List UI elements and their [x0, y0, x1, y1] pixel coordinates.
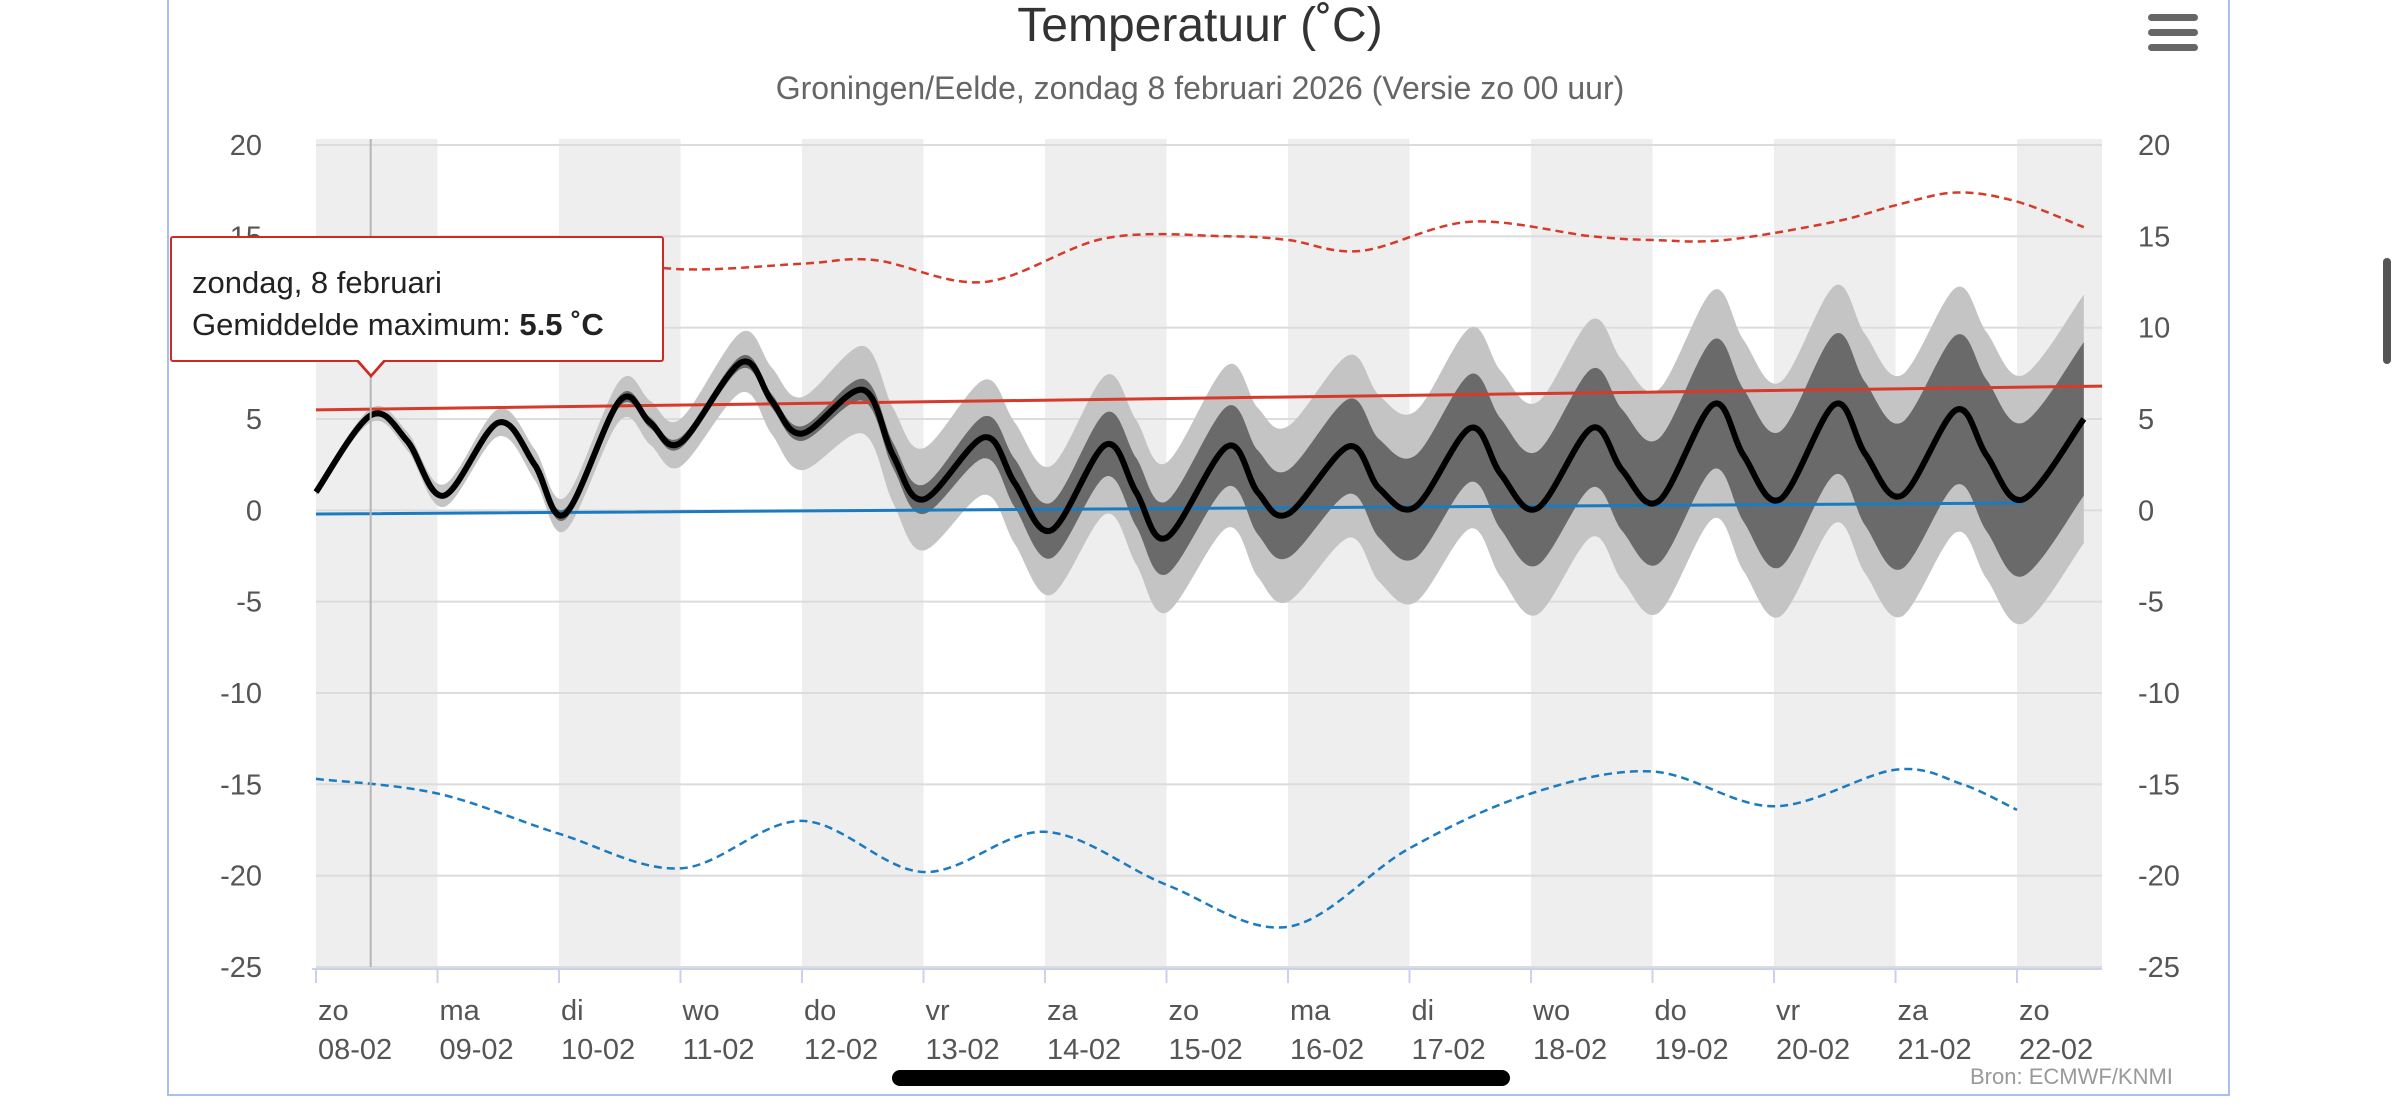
y-tick-label-right: -15 — [2138, 769, 2180, 801]
tooltip-value: 5.5 ˚C — [519, 307, 604, 342]
x-tick-day-label: wo — [682, 995, 720, 1027]
menu-bar — [2148, 29, 2198, 36]
chart-title: Temperatuur (˚C) — [1017, 0, 1383, 52]
series-lines — [313, 139, 2103, 967]
x-tick-date-label: 19-02 — [1655, 1034, 1729, 1066]
tooltip: zondag, 8 februari Gemiddelde maximum: 5… — [170, 236, 664, 362]
extreme-min-line — [315, 767, 2018, 929]
inner-spread-band — [316, 333, 2084, 577]
x-tick-date-label: 22-02 — [2019, 1034, 2093, 1066]
menu-bar — [2148, 44, 2198, 51]
x-tick-day-label: za — [1898, 995, 1930, 1027]
y-tick-label-left: 0 — [246, 495, 262, 527]
y-tick-label-left: -20 — [220, 861, 262, 893]
x-tick-day-label: do — [1655, 995, 1687, 1027]
x-tick-day-label: zo — [318, 995, 349, 1027]
ensemble-mean-line — [313, 358, 2087, 542]
x-tick-date-label: 09-02 — [440, 1034, 514, 1066]
x-tick-day-label: di — [561, 995, 584, 1027]
x-axis: zo 08-02 ma 09-02 di 10-02 wo 11-02 do 12-02 vr 13-… — [312, 968, 2103, 1066]
x-tick-day-label: za — [1047, 995, 1079, 1027]
x-tick-date-label: 14-02 — [1047, 1034, 1121, 1066]
chart-subtitle: Groningen/Eelde, zondag 8 februari 2026 … — [775, 70, 1625, 106]
y-tick-label-right: 0 — [2138, 495, 2154, 527]
x-tick-day-label: di — [1412, 995, 1435, 1027]
y-tick-label-left: 20 — [230, 130, 262, 162]
y-tick-label-right: 20 — [2138, 130, 2170, 162]
x-tick-date-label: 13-02 — [926, 1034, 1000, 1066]
x-tick-day-label: vr — [926, 995, 951, 1027]
x-tick-day-label: zo — [1169, 995, 1200, 1027]
x-tick-day-label: ma — [1290, 995, 1331, 1027]
y-tick-label-right: -10 — [2138, 678, 2180, 710]
y-tick-label-right: -5 — [2138, 587, 2164, 619]
credits-text[interactable]: Bron: ECMWF/KNMI — [1970, 1064, 2173, 1089]
x-tick-date-label: 17-02 — [1412, 1034, 1486, 1066]
tooltip-label: Gemiddelde maximum: — [192, 307, 520, 342]
x-tick-date-label: 15-02 — [1169, 1034, 1243, 1066]
menu-bar — [2148, 14, 2198, 21]
hamburger-menu-icon[interactable] — [2148, 14, 2198, 58]
x-tick-day-label: ma — [440, 995, 481, 1027]
average-min-line — [315, 501, 2024, 516]
y-tick-label-right: 5 — [2138, 404, 2154, 436]
x-tick-day-label: wo — [1532, 995, 1570, 1027]
x-tick-date-label: 10-02 — [561, 1034, 635, 1066]
x-tick-day-label: do — [804, 995, 836, 1027]
x-tick-date-label: 21-02 — [1898, 1034, 1972, 1066]
tooltip-line: Gemiddelde maximum: 5.5 ˚C — [192, 304, 662, 346]
tooltip-pointer-fill — [357, 358, 385, 374]
y-tick-label-right: -25 — [2138, 952, 2180, 984]
average-max-line — [315, 384, 2103, 412]
x-tick-date-label: 08-02 — [318, 1034, 392, 1066]
x-tick-date-label: 16-02 — [1290, 1034, 1364, 1066]
x-tick-day-label: zo — [2019, 995, 2050, 1027]
y-tick-label-left: -10 — [220, 678, 262, 710]
y-tick-label-right: 15 — [2138, 221, 2170, 253]
x-tick-day-label: vr — [1776, 995, 1801, 1027]
x-tick-date-label: 20-02 — [1776, 1034, 1850, 1066]
day-shade — [802, 139, 924, 967]
y-tick-label-left: -5 — [236, 587, 262, 619]
y-tick-label-left: -15 — [220, 769, 262, 801]
x-tick-date-label: 12-02 — [804, 1034, 878, 1066]
y-tick-label-left: 5 — [246, 404, 262, 436]
x-tick-date-label: 18-02 — [1533, 1034, 1607, 1066]
x-tick-date-label: 11-02 — [683, 1034, 755, 1066]
y-tick-label-right: 10 — [2138, 313, 2170, 345]
horizontal-scrollbar[interactable] — [892, 1070, 1510, 1086]
tooltip-date: zondag, 8 februari — [192, 265, 442, 300]
y-tick-label-left: -25 — [220, 952, 262, 984]
vertical-scrollbar[interactable] — [2383, 258, 2391, 364]
y-tick-label-right: -20 — [2138, 861, 2180, 893]
